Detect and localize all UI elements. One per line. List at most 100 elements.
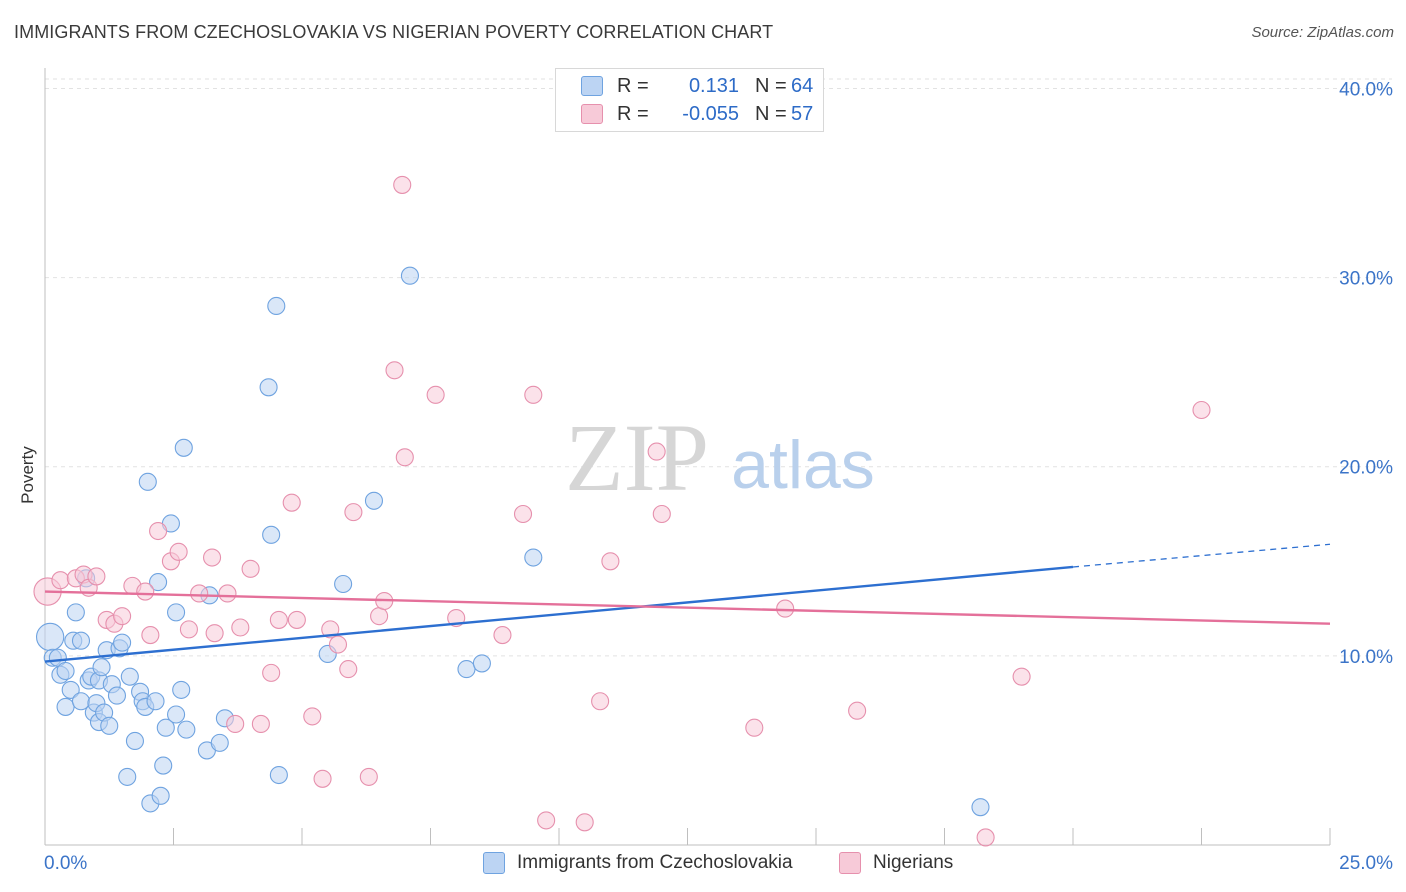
point-nigerians [370,607,389,626]
source-label: Source: ZipAtlas.com [1251,24,1394,41]
point-czechoslovakia [971,798,990,817]
point-nigerians [652,504,671,524]
point-nigerians [385,361,404,380]
point-czechoslovakia [35,622,65,652]
point-czechoslovakia [524,548,543,567]
y-tick-label: 20.0% [1339,458,1393,479]
point-czechoslovakia [364,491,384,510]
series-label-nigerians: Nigerians [873,852,954,873]
point-czechoslovakia [92,658,111,677]
point-czechoslovakia [138,472,157,491]
point-czechoslovakia [100,716,119,735]
series-label-czechoslovakia: Immigrants from Czechoslovakia [517,852,793,873]
y-tick-label: 10.0% [1339,647,1393,668]
point-nigerians [313,769,332,788]
point-czechoslovakia [177,720,196,739]
point-nigerians [113,607,132,626]
point-nigerians [393,175,412,194]
point-czechoslovakia [156,718,175,737]
point-nigerians [1012,667,1031,686]
point-nigerians [282,493,301,512]
point-nigerians [344,503,363,522]
legend-swatch-nigerians [581,104,603,124]
point-nigerians [524,385,543,404]
point-nigerians [776,599,795,618]
point-nigerians [218,584,237,603]
point-czechoslovakia [472,654,491,673]
legend-n-value: 57 [791,102,814,125]
legend-swatch-czechoslovakia [581,76,603,96]
point-czechoslovakia [174,438,193,457]
y-tick-label: 30.0% [1339,269,1393,290]
point-czechoslovakia [167,705,186,724]
point-nigerians [51,571,70,590]
point-nigerians [87,567,106,586]
tick-labels: 10.0% 20.0% 30.0% 40.0% 0.0% 25.0% [44,79,1393,874]
point-nigerians [321,620,340,639]
point-czechoslovakia [259,378,278,397]
point-czechoslovakia [56,697,75,716]
trend-lines [44,543,1331,663]
watermark-zip: ZIP [565,404,709,511]
point-nigerians [303,707,322,726]
data-points [33,175,1211,847]
point-nigerians [745,718,764,737]
point-nigerians [328,635,348,654]
point-nigerians [1192,400,1211,420]
point-czechoslovakia [66,603,85,622]
point-czechoslovakia [120,667,139,686]
point-nigerians [262,663,281,682]
legend-r-value: 0.131 [688,74,739,97]
series-legend-nigerians[interactable]: Nigerians [839,852,953,874]
point-nigerians [149,521,168,541]
point-nigerians [205,624,224,643]
watermark: ZIP atlas [565,404,875,511]
point-nigerians [848,701,867,720]
series-swatch-nigerians [839,852,861,874]
series-legend-czechoslovakia[interactable]: Immigrants from Czechoslovakia [483,852,793,874]
legend-n-value: 64 [791,74,814,97]
point-nigerians [287,610,306,629]
point-nigerians [359,767,378,786]
point-czechoslovakia [154,756,173,775]
point-czechoslovakia [269,765,288,785]
point-czechoslovakia [113,633,132,652]
point-nigerians [493,626,512,645]
point-nigerians [601,552,620,571]
legend-n-label: N = [755,74,787,97]
legend-r-label: R = [617,74,649,97]
point-nigerians [339,660,358,679]
point-czechoslovakia [267,296,286,316]
point-nigerians [203,548,222,567]
point-czechoslovakia [210,733,229,752]
point-nigerians [179,620,198,639]
point-czechoslovakia [172,680,191,699]
point-czechoslovakia [118,767,137,786]
x-tick-label: 0.0% [44,853,87,874]
point-nigerians [269,610,288,629]
x-tick-label: 25.0% [1339,853,1393,874]
point-nigerians [537,811,556,830]
legend-n-label: N = [755,102,787,125]
point-nigerians [513,504,533,524]
y-tick-label: 40.0% [1339,79,1393,100]
legend-row-czechoslovakia: R = 0.131 N = 64 [556,72,813,100]
point-czechoslovakia [334,574,353,594]
point-nigerians [395,448,414,467]
trend-line-nigerians [44,590,1331,625]
point-nigerians [976,828,995,847]
point-czechoslovakia [125,731,144,751]
point-nigerians [575,813,594,832]
correlation-legend: R = 0.131 N = 64 R = -0.055 N = 57 [555,68,824,132]
series-legend: Immigrants from Czechoslovakia Nigerians [0,852,1406,878]
point-nigerians [141,626,160,645]
point-nigerians [426,385,445,404]
point-czechoslovakia [107,686,127,705]
point-czechoslovakia [151,786,170,805]
series-swatch-czechoslovakia [483,852,505,874]
point-czechoslovakia [167,603,186,622]
point-czechoslovakia [71,631,91,650]
point-czechoslovakia [149,573,168,592]
point-nigerians [169,542,188,561]
